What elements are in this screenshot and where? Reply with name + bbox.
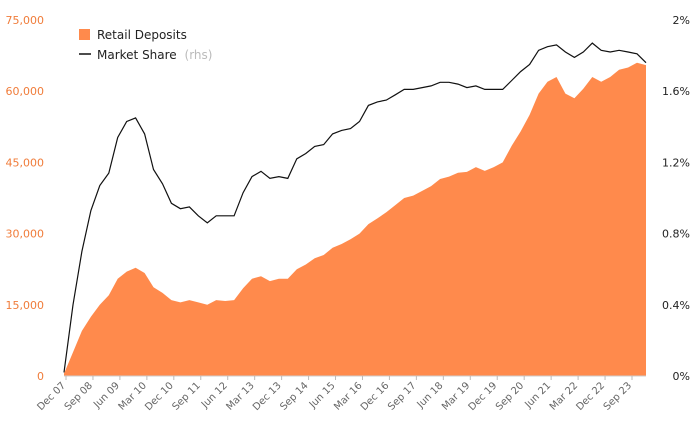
- x-tick-label: Sep 08: [63, 380, 95, 412]
- y-left-tick-label: 60,000: [6, 85, 45, 98]
- y-right-tick-label: 1.6%: [662, 85, 690, 98]
- x-tick-label: Dec 19: [467, 380, 500, 413]
- y-right-tick-label: 0%: [673, 370, 690, 383]
- x-tick-label: Dec 10: [143, 380, 176, 413]
- legend-label-share-suffix: (rhs): [185, 48, 213, 62]
- y-left-tick-label: 15,000: [6, 299, 45, 312]
- right-axis-ticks: 0% 0.4% 0.8% 1.2% 1.6% 2%: [662, 14, 690, 383]
- x-tick-label: Dec 13: [251, 380, 284, 413]
- legend: Retail Deposits Market Share (rhs): [79, 28, 212, 62]
- retail-deposits-area: [64, 62, 646, 376]
- legend-swatch-retail: [79, 29, 90, 40]
- x-tick-label: Sep 20: [494, 380, 526, 412]
- x-tick-label: Sep 14: [278, 380, 310, 412]
- y-right-tick-label: 0.8%: [662, 228, 690, 241]
- x-tick-label: Dec 07: [35, 380, 68, 413]
- left-axis-ticks: 0 15,000 30,000 45,000 60,000 75,000: [6, 14, 45, 383]
- x-tick-label: Mar 13: [224, 380, 256, 412]
- y-right-tick-label: 1.2%: [662, 156, 690, 169]
- legend-label-share: Market Share (rhs): [97, 48, 212, 62]
- x-tick-label: Mar 10: [117, 380, 149, 412]
- y-right-tick-label: 2%: [673, 14, 690, 27]
- x-tick-label: Mar 19: [440, 380, 472, 412]
- y-right-tick-label: 0.4%: [662, 299, 690, 312]
- x-tick-label: Mar 22: [548, 380, 580, 412]
- y-left-tick-label: 0: [37, 370, 44, 383]
- x-tick-label: Sep 17: [386, 380, 418, 412]
- y-left-tick-label: 45,000: [6, 156, 45, 169]
- y-left-tick-label: 30,000: [6, 228, 45, 241]
- legend-label-share-text: Market Share: [97, 48, 177, 62]
- x-tick-label: Sep 11: [171, 380, 203, 412]
- x-tick-label: Dec 16: [359, 380, 392, 413]
- x-tick-label: Dec 22: [574, 380, 607, 413]
- y-left-tick-label: 75,000: [6, 14, 45, 27]
- x-tick-label: Sep 23: [602, 380, 634, 412]
- x-tick-label: Mar 16: [332, 380, 364, 412]
- legend-label-retail: Retail Deposits: [97, 28, 187, 42]
- market-share-line: [63, 42, 647, 373]
